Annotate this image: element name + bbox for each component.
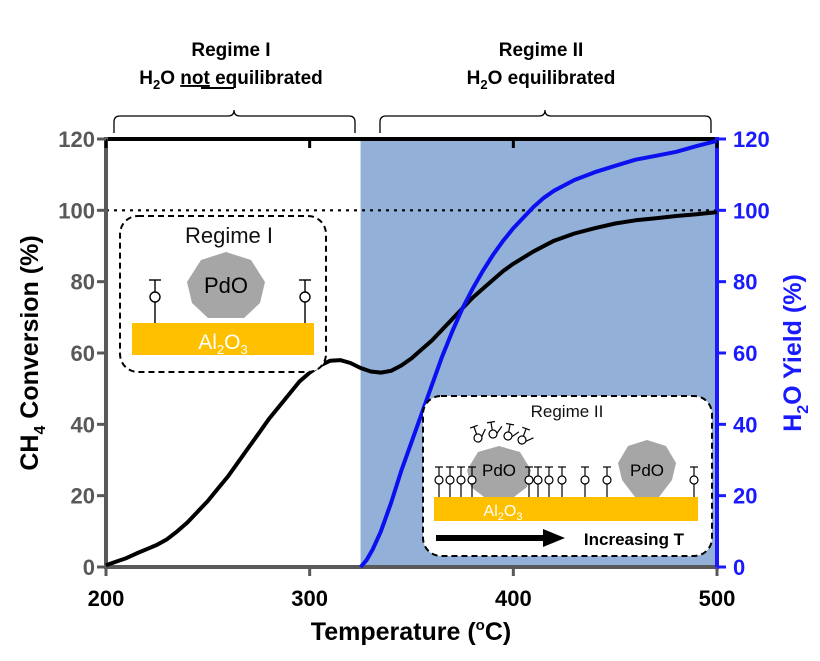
inset-1-pdo-label: PdO bbox=[204, 273, 248, 298]
right-y-tick-label: 120 bbox=[733, 127, 770, 152]
right-y-tick-label: 20 bbox=[733, 484, 757, 509]
left-y-tick-label: 0 bbox=[83, 555, 95, 580]
inset-2-title: Regime II bbox=[531, 402, 604, 421]
inset-1-title: Regime I bbox=[185, 223, 273, 248]
x-tick-label: 300 bbox=[291, 586, 328, 611]
x-tick-labels: 200 300 400 500 bbox=[88, 586, 736, 611]
x-tick-label: 200 bbox=[88, 586, 125, 611]
regime-1-inset: Regime I Al2O3 PdO bbox=[119, 215, 327, 373]
inset-2-water-molecules bbox=[469, 420, 534, 445]
ch4-conversion-line bbox=[105, 210, 718, 568]
right-y-tick-label: 0 bbox=[733, 555, 745, 580]
inset-1-hydroxyl-right bbox=[299, 279, 311, 323]
x-tick-label: 400 bbox=[495, 586, 532, 611]
regime-1-title: Regime I bbox=[191, 40, 270, 61]
x-tick-label: 500 bbox=[699, 586, 736, 611]
right-y-tick-label: 60 bbox=[733, 341, 757, 366]
right-y-tick-label: 40 bbox=[733, 412, 757, 437]
right-y-tick-label: 80 bbox=[733, 270, 757, 295]
regime-1-subtitle: H2O not equilibrated bbox=[139, 68, 323, 92]
left-y-tick-label: 120 bbox=[58, 127, 95, 152]
left-y-tick-label: 20 bbox=[71, 484, 95, 509]
regime-2-inset: Regime II Al2O3 PdO PdO Increasing T bbox=[422, 395, 713, 557]
inset-2-arrow-label: Increasing T bbox=[584, 530, 685, 549]
inset-1-support-label: Al2O3 bbox=[198, 331, 248, 357]
inset-2-pdo-particle-a bbox=[467, 446, 531, 497]
left-y-axis-title: CH4 Conversion (%) bbox=[16, 235, 49, 470]
right-y-tick-labels: 0 20 40 60 80 100 120 bbox=[733, 127, 770, 580]
inset-1-support bbox=[132, 323, 314, 355]
left-y-tick-label: 60 bbox=[71, 341, 95, 366]
right-y-tick-label: 100 bbox=[733, 198, 770, 223]
h2o-yield-line bbox=[359, 138, 718, 569]
inset-2-support bbox=[434, 497, 698, 521]
inset-2-pdo-label-b: PdO bbox=[630, 461, 664, 480]
left-y-tick-label: 40 bbox=[71, 412, 95, 437]
axis-ticks bbox=[97, 137, 726, 576]
inset-2-arrow-head bbox=[543, 529, 565, 547]
regime-1-brace bbox=[113, 109, 356, 133]
regime-2-brace bbox=[379, 109, 712, 133]
left-y-tick-labels: 0 20 40 60 80 100 120 bbox=[58, 127, 95, 580]
right-y-axis-title: H2O Yield (%) bbox=[779, 274, 812, 432]
regime-2-title: Regime II bbox=[499, 40, 583, 61]
regime-2-subtitle: H2O equilibrated bbox=[467, 68, 616, 92]
inset-2-support-label: Al2O3 bbox=[484, 503, 523, 523]
inset-1-pdo-particle bbox=[187, 252, 265, 318]
x-axis-title: Temperature (oC) bbox=[311, 617, 511, 646]
inset-2-pdo-particle-b bbox=[618, 440, 676, 497]
left-y-tick-label: 80 bbox=[71, 270, 95, 295]
inset-2-pdo-label-a: PdO bbox=[482, 461, 516, 480]
inset-1-hydroxyl-left bbox=[149, 279, 161, 323]
inset-2-surface-hydroxyls bbox=[434, 466, 699, 497]
left-y-tick-label: 100 bbox=[58, 198, 95, 223]
